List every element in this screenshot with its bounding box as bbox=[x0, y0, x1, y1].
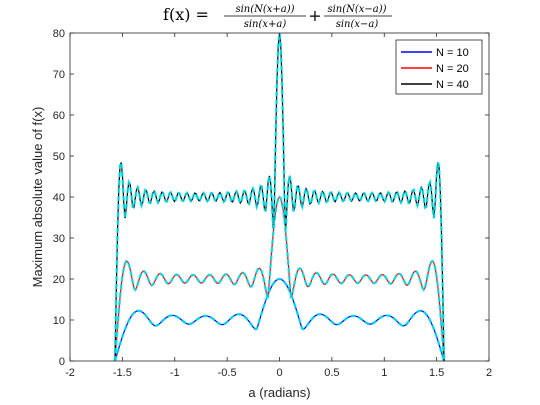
title-plus: + bbox=[308, 6, 321, 25]
y-tick-label: 50 bbox=[53, 151, 65, 163]
series-layer bbox=[113, 32, 446, 362]
x-tick-label: 1 bbox=[381, 367, 387, 379]
legend-box bbox=[395, 39, 483, 95]
series-overlay-10 bbox=[113, 277, 446, 362]
title-frac2-denominator: sin(x−a) bbox=[336, 19, 379, 30]
x-axis-label: a (radians) bbox=[248, 385, 310, 400]
chart-title: f(x) = sin(N(x+a)) sin(x+a) + sin(N(x−a)… bbox=[163, 4, 392, 30]
x-tick-label: -1 bbox=[170, 367, 180, 379]
y-axis-label: Maximum absolute value of f(x) bbox=[30, 107, 45, 288]
title-frac2-numerator: sin(N(x−a)) bbox=[327, 4, 386, 15]
x-tick-label: 0.5 bbox=[324, 367, 339, 379]
y-tick-label: 60 bbox=[53, 110, 65, 122]
x-tick-label: -2 bbox=[65, 367, 75, 379]
title-lhs: f(x) = bbox=[163, 5, 209, 24]
y-tick-label: 30 bbox=[53, 233, 65, 245]
legend-label-20: N = 20 bbox=[436, 63, 469, 75]
y-tick-label: 20 bbox=[53, 274, 65, 286]
y-tick-label: 10 bbox=[53, 315, 65, 327]
legend-label-40: N = 40 bbox=[436, 79, 469, 91]
series-overlay-20 bbox=[113, 195, 446, 362]
title-frac1-denominator: sin(x+a) bbox=[244, 19, 287, 30]
x-tick-label: -1.5 bbox=[113, 367, 132, 379]
y-tick-label: 80 bbox=[53, 28, 65, 40]
y-tick-label: 0 bbox=[59, 356, 65, 368]
title-frac1-numerator: sin(N(x+a)) bbox=[235, 4, 294, 15]
x-tick-label: 1.5 bbox=[429, 367, 444, 379]
y-tick-label: 40 bbox=[53, 192, 65, 204]
x-tick-label: 0 bbox=[276, 367, 282, 379]
x-tick-label: -0.5 bbox=[218, 367, 237, 379]
y-tick-label: 70 bbox=[53, 69, 65, 81]
legend: N = 10 N = 20 N = 40 bbox=[395, 39, 483, 95]
series-overlay-40 bbox=[113, 32, 446, 362]
x-tick-label: 2 bbox=[486, 367, 492, 379]
legend-label-10: N = 10 bbox=[436, 47, 469, 59]
